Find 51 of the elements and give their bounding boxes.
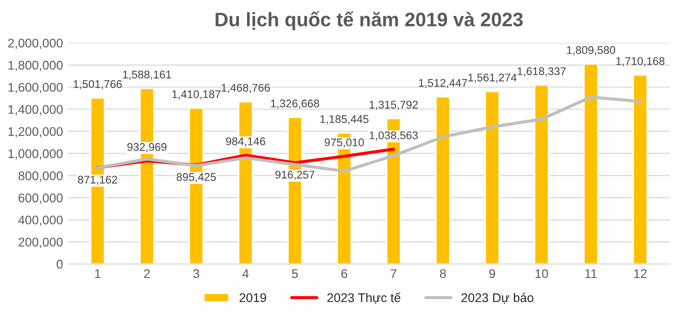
y-tick-label: 1,200,000 [8,127,63,138]
data-label: 1,561,274 [468,74,517,83]
y-tick-label: 600,000 [18,193,63,204]
x-tick-label: 3 [193,269,200,278]
y-tick-label: 800,000 [18,171,63,182]
data-label: 1,185,445 [320,115,368,124]
data-label: 1,468,766 [222,84,270,94]
legend-label: 2023 Thực tế [327,292,401,304]
y-tick-label: 1,400,000 [8,105,63,116]
data-label: 1,512,447 [419,78,468,88]
data-label: 1,809,580 [567,46,616,56]
data-label: 1,588,161 [123,70,172,80]
x-tick-label: 10 [536,269,548,278]
bar [484,90,500,264]
x-tick-label: 6 [341,269,348,278]
x-tick-label: 2 [144,269,150,278]
bar [583,63,598,264]
x-tick-label: 12 [634,269,647,278]
y-tick-label: 1,600,000 [8,82,63,94]
x-tick-label: 9 [489,269,496,278]
x-tick-label: 1 [95,269,100,278]
legend-label: 2019 [240,293,266,302]
data-label: 895,425 [176,173,216,182]
y-tick-label: 400,000 [18,216,63,226]
data-label: 1,710,168 [616,57,664,66]
data-label: 1,038,563 [370,131,418,141]
y-tick-label: 1,800,000 [8,60,63,72]
y-tick-label: 2,000,000 [8,38,63,50]
x-tick-label: 8 [440,269,446,278]
x-tick-label: 4 [242,269,249,278]
data-label: 1,501,766 [74,80,122,90]
bar [534,84,550,264]
x-tick-label: 7 [390,269,396,278]
x-tick-label: 11 [585,269,597,278]
data-label: 1,326,668 [271,100,320,109]
data-label: 916,257 [275,170,314,180]
data-label: 984,146 [226,137,266,147]
data-label: 1,410,187 [172,90,220,100]
legend-label: 2023 Dự báo [462,292,534,304]
x-tick-label: 5 [292,269,298,278]
bar [632,74,648,264]
y-tick-label: 0 [56,260,63,269]
y-tick-label: 200,000 [18,238,63,248]
data-label: 871,162 [78,176,118,185]
data-label: 1,618,337 [518,67,566,76]
bar [435,96,450,264]
y-tick-label: 1,000,000 [8,149,63,160]
data-label: 932,969 [127,143,166,152]
chart-title: Du lịch quốc tế năm 2019 và 2023 [216,11,523,30]
data-label: 975,010 [324,138,364,148]
data-label: 1,315,792 [370,100,418,110]
